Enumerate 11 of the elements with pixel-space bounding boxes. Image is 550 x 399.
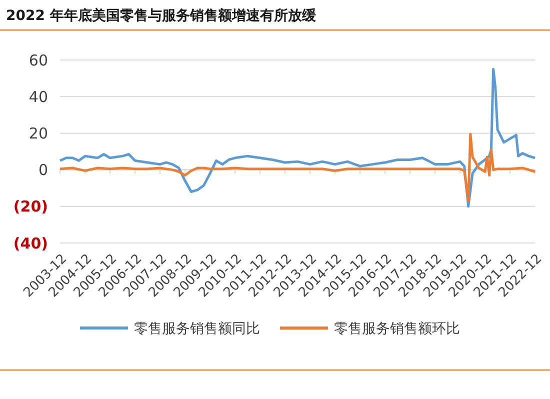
line-series: [58, 132, 536, 202]
y-tick-label: 0: [38, 161, 48, 180]
line-series: [58, 68, 536, 208]
y-tick-label: 60: [28, 51, 48, 70]
legend-label: 零售服务销售额同比: [134, 320, 260, 337]
y-tick-label: (40): [13, 234, 48, 252]
y-tick-label: (20): [13, 198, 48, 216]
y-tick-label: 20: [28, 124, 48, 142]
legend-label: 零售服务销售额环比: [334, 320, 460, 337]
chart-title: 2022 年年底美国零售与服务销售额增速有所放缓: [6, 7, 317, 24]
y-tick-label: 40: [28, 88, 48, 106]
